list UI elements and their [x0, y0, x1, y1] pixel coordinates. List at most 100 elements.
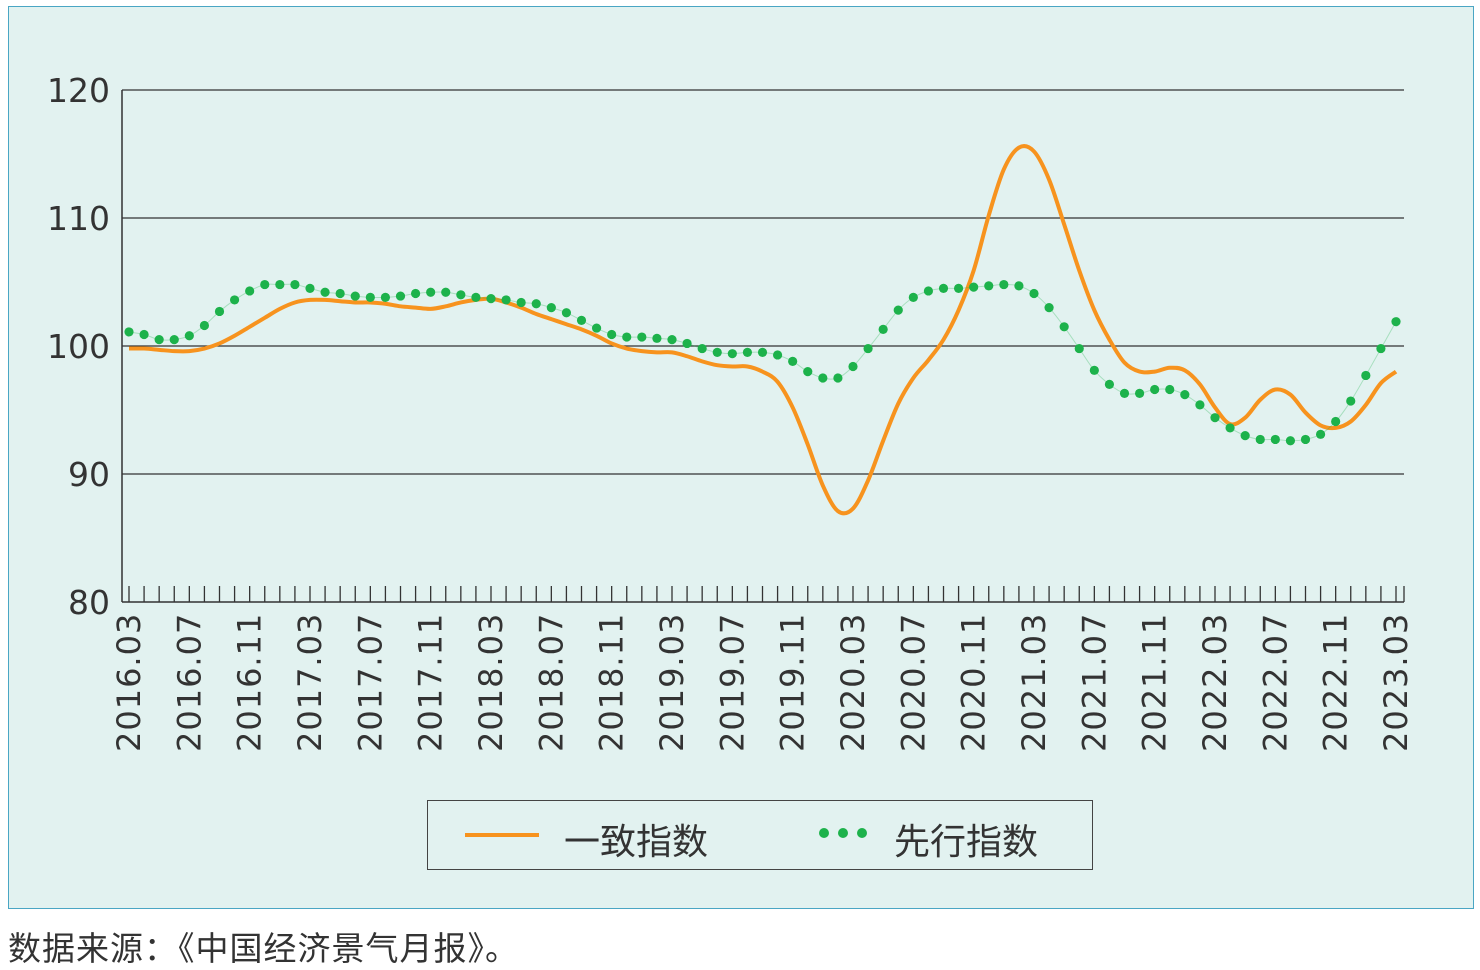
x-tick-label: 2021.03	[1015, 613, 1053, 752]
y-tick-label: 80	[68, 583, 110, 622]
data-point-leading	[953, 283, 964, 293]
x-tick-label: 2019.11	[774, 613, 812, 752]
data-point-leading	[335, 288, 345, 299]
data-point-leading	[456, 290, 466, 300]
data-point-leading	[1346, 396, 1356, 406]
data-point-leading	[305, 283, 315, 293]
x-tick-label: 2017.11	[412, 613, 450, 752]
data-point-leading	[1165, 384, 1175, 395]
x-tick-label: 2022.11	[1317, 613, 1355, 752]
data-point-leading	[969, 282, 979, 292]
x-tick-label: 2016.07	[170, 613, 208, 752]
series-line-coincident	[128, 144, 1398, 516]
data-point-leading	[652, 333, 662, 343]
data-point-leading	[999, 279, 1009, 290]
x-tick-label: 2020.03	[834, 613, 872, 752]
data-point-leading	[682, 338, 692, 349]
data-point-leading	[531, 299, 541, 309]
data-point-leading	[1134, 388, 1145, 398]
data-point-leading	[1104, 379, 1115, 389]
data-point-leading	[1331, 416, 1341, 427]
x-tick-label: 2020.11	[955, 613, 993, 752]
data-point-leading	[818, 373, 828, 383]
x-tick-label: 2022.07	[1256, 613, 1294, 752]
data-point-leading	[1255, 434, 1265, 445]
data-point-leading	[290, 279, 300, 290]
data-point-leading	[1270, 434, 1280, 445]
data-point-leading	[667, 335, 677, 345]
legend-swatch-dotted	[819, 828, 867, 838]
data-point-leading	[1150, 384, 1160, 395]
data-point-leading	[727, 349, 737, 359]
data-point-leading	[1376, 343, 1386, 354]
data-point-leading	[1210, 413, 1220, 423]
data-point-leading	[471, 292, 481, 302]
legend: 一致指数 先行指数	[427, 800, 1093, 870]
data-point-leading	[1180, 390, 1190, 400]
data-point-leading	[923, 286, 934, 296]
data-point-leading	[863, 343, 873, 354]
data-point-leading	[576, 315, 587, 325]
data-point-leading	[1391, 317, 1401, 327]
data-point-leading	[380, 292, 391, 302]
data-point-leading	[1240, 431, 1250, 441]
x-tick-label: 2017.03	[291, 613, 329, 752]
data-point-leading	[1195, 400, 1205, 410]
data-point-leading	[365, 292, 375, 302]
data-point-leading	[607, 329, 617, 340]
data-point-leading	[848, 361, 858, 372]
data-point-leading	[772, 350, 783, 360]
data-point-leading	[260, 279, 270, 290]
x-tick-label: 2023.03	[1377, 613, 1415, 752]
data-point-leading	[622, 332, 632, 342]
x-tick-label: 2018.03	[472, 613, 510, 752]
data-point-leading	[1029, 288, 1039, 299]
data-point-leading	[1014, 281, 1024, 291]
data-point-leading	[1361, 370, 1371, 381]
data-point-leading	[426, 287, 436, 297]
data-point-leading	[1300, 434, 1311, 445]
data-point-leading	[984, 281, 994, 291]
x-tick-label: 2018.07	[532, 613, 570, 752]
legend-label-leading: 先行指数	[894, 822, 1039, 863]
data-point-leading	[938, 283, 949, 293]
legend-swatch-solid	[465, 833, 539, 837]
x-tick-label: 2021.07	[1075, 613, 1113, 752]
x-tick-label: 2016.03	[110, 613, 148, 752]
data-point-leading	[516, 297, 526, 308]
data-point-leading	[712, 347, 722, 357]
data-point-leading	[546, 303, 556, 313]
data-point-leading	[893, 305, 903, 315]
chart-frame	[8, 6, 1474, 909]
y-tick-label: 110	[47, 199, 110, 238]
data-point-leading	[788, 356, 798, 366]
data-point-leading	[245, 286, 255, 296]
data-point-leading	[803, 367, 813, 377]
data-point-leading	[275, 279, 285, 290]
x-tick-label: 2019.07	[713, 613, 751, 752]
data-point-leading	[637, 332, 647, 342]
data-point-leading	[154, 335, 164, 345]
data-point-leading	[1285, 436, 1296, 446]
data-point-leading	[878, 324, 888, 334]
data-point-leading	[139, 329, 149, 340]
x-tick-label: 2017.07	[351, 613, 389, 752]
source-note: 数据来源：《中国经济景气月报》。	[8, 929, 519, 968]
data-point-leading	[184, 331, 194, 341]
data-point-leading	[169, 335, 179, 345]
data-point-leading	[1044, 303, 1054, 313]
data-point-leading	[486, 294, 496, 304]
data-point-leading	[320, 287, 330, 297]
data-point-leading	[124, 327, 134, 337]
series-line-leading	[128, 283, 1397, 442]
data-point-leading	[1089, 365, 1099, 375]
x-tick-label: 2018.11	[593, 613, 631, 752]
data-point-leading	[1059, 322, 1069, 332]
data-point-leading	[214, 306, 225, 317]
data-point-leading	[229, 295, 240, 305]
data-point-leading	[1074, 343, 1084, 354]
data-point-leading	[1315, 429, 1326, 439]
data-point-leading	[441, 287, 451, 297]
y-tick-label: 120	[47, 71, 110, 110]
